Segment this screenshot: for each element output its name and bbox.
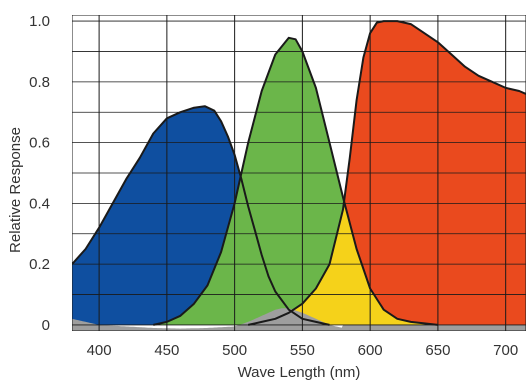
x-tick-label: 550 <box>290 342 315 359</box>
curve-outlines <box>72 15 526 331</box>
x-tick-label: 650 <box>425 342 450 359</box>
blue-response-area <box>72 106 526 325</box>
y-tick-label: 0 <box>42 317 50 334</box>
y-tick-label: 0.6 <box>29 135 50 152</box>
x-tick-label: 600 <box>358 342 383 359</box>
y-tick-label: 1.0 <box>29 13 50 30</box>
x-axis-title: Wave Length (nm) <box>238 364 361 381</box>
x-tick-label: 500 <box>222 342 247 359</box>
red-response-area <box>72 21 526 325</box>
y-tick-label: 0.8 <box>29 74 50 91</box>
y-tick-label: 0.4 <box>29 195 50 212</box>
x-tick-label: 450 <box>154 342 179 359</box>
grid-lines <box>72 15 526 331</box>
x-tick-label: 700 <box>493 342 518 359</box>
y-tick-label: 0.2 <box>29 256 50 273</box>
green-curve-outline <box>153 36 439 326</box>
red-curve-outline <box>247 20 526 326</box>
y-axis-title: Relative Response <box>7 127 24 253</box>
tick-labels: 400 450 500 550 600 650 700 0 0.2 0.4 0.6 0.8 1.0 <box>29 13 518 359</box>
blue-curve-outline <box>72 105 330 326</box>
x-tick-label: 400 <box>87 342 112 359</box>
